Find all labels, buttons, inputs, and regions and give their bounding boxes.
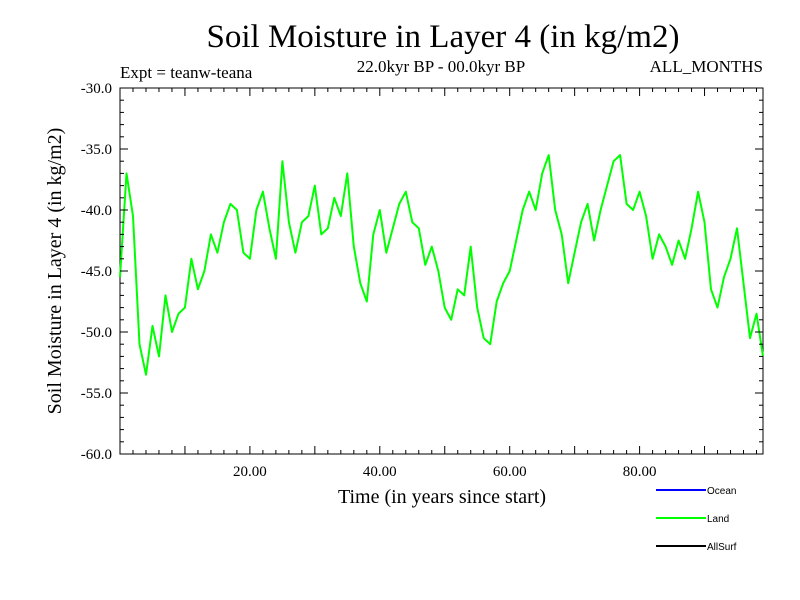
y-tick-label: -30.0: [81, 81, 112, 97]
x-tick-label: 40.00: [363, 464, 397, 480]
series-group: [119, 154, 764, 376]
ticks-group: -30.0 -35.0 -40.0 -45.0 -50.0 -55.0 -60.0 20.00…: [81, 81, 763, 480]
y-tick-label: -45.0: [81, 264, 112, 280]
months-label: ALL_MONTHS: [650, 57, 763, 76]
period-label: 22.0kyr BP - 00.0kyr BP: [357, 57, 525, 76]
plot-frame: [119, 87, 764, 455]
legend-label-ocean: Ocean: [707, 486, 736, 497]
x-tick-label: 80.00: [623, 464, 657, 480]
x-axis-label: Time (in years since start): [338, 486, 546, 508]
y-tick-label: -60.0: [81, 447, 112, 463]
y-tick-label: -55.0: [81, 386, 112, 402]
x-tick-label: 20.00: [233, 464, 267, 480]
chart-title: Soil Moisture in Layer 4 (in kg/m2): [207, 19, 680, 55]
y-axis-label: Soil Moisture in Layer 4 (in kg/m2): [44, 128, 66, 415]
x-tick-label: 60.00: [493, 464, 527, 480]
legend: Ocean Land AllSurf: [656, 486, 737, 553]
series-line-land: [119, 154, 764, 376]
y-tick-label: -35.0: [81, 142, 112, 158]
expt-label: Expt = teanw-teana: [120, 63, 253, 82]
y-tick-label: -40.0: [81, 203, 112, 219]
legend-label-allsurf: AllSurf: [707, 542, 737, 553]
plot-area: [119, 87, 764, 455]
y-tick-label: -50.0: [81, 325, 112, 341]
legend-label-land: Land: [707, 514, 729, 525]
